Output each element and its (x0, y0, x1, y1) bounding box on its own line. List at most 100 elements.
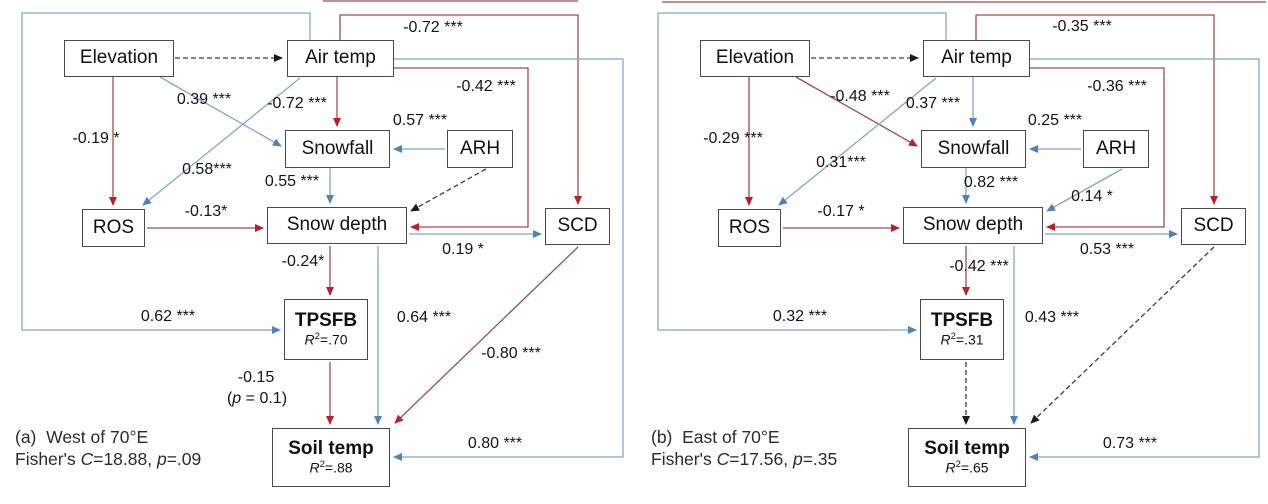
node-label: ARH (459, 137, 501, 159)
text-part: p (792, 448, 803, 469)
text-part: = 0.1) (241, 390, 288, 407)
node-label: Air temp (305, 47, 376, 69)
edge-label-tpsfb_soiltemp-a: -0.15 (237, 369, 275, 386)
edge-label-snowdepth_soiltemp-a: 0.64 *** (396, 309, 452, 326)
edge-air_soiltemp-b (1029, 58, 1260, 461)
edge-label-elev_snowfall-b: -0.48 *** (830, 88, 890, 105)
edge-label-snowdepth_scd-a: 0.19 * (442, 241, 484, 258)
edge-label-air_snowfall-b: 0.37 *** (905, 95, 961, 112)
edge-label-arh_snowdepth-b: 0.14 * (1071, 188, 1113, 205)
edge-label-arh_snowfall-a: 0.57 *** (392, 112, 448, 129)
node-label: ROS (92, 216, 135, 238)
text-part: C (80, 448, 94, 469)
edge-label-elev_ros-b: -0.29 *** (703, 130, 763, 147)
text-part: =.35 (802, 448, 838, 469)
text-part: 2 (950, 331, 956, 343)
node-label: Snow depth (286, 214, 388, 236)
text-part: 2 (319, 459, 325, 471)
edge-arh_snowdepth-b (1046, 168, 1123, 212)
node-snowdepth-a: Snow depth (267, 207, 407, 244)
node-snowfall-b: Snowfall (921, 130, 1026, 168)
text-part: R (309, 460, 320, 477)
node-scd-a: SCD (545, 208, 610, 245)
node-ros-b: ROS (718, 209, 781, 247)
node-label: Elevation (79, 47, 159, 69)
r-squared-value: R2=.65 (945, 460, 988, 476)
edge-label-elev_ros-a: -0.19 * (72, 130, 120, 147)
edge-label-snowdepth_tpsfb-a: -0.24* (281, 253, 325, 270)
node-soiltemp-a: Soil temp R2=.88 (272, 428, 390, 487)
fisher-statistic-a: Fisher's C=18.88, p=.09 (15, 449, 201, 471)
text-part: p (156, 448, 167, 469)
node-arh-a: ARH (447, 130, 513, 168)
text-part: 2 (314, 331, 320, 343)
edge-air_snowdepth-a (394, 67, 529, 231)
text-part: =18.88, (93, 448, 157, 469)
panel-caption-b: (b) East of 70°E Fisher's C=17.56, p=.35 (651, 427, 837, 471)
panel-title-a: (a) West of 70°E (15, 427, 149, 447)
node-label: ROS (728, 216, 771, 238)
edge-label-elev_snowfall-a: 0.39 *** (176, 91, 232, 108)
node-label: TPSFB (294, 309, 358, 331)
node-ros-a: ROS (82, 209, 145, 247)
edge-label-air_tpsfb-a: 0.62 *** (140, 308, 196, 325)
r-squared-value: R2=.70 (304, 332, 347, 348)
edge-label-air_ros-a: 0.58*** (182, 161, 232, 178)
node-tpsfb-b: TPSFB R2=.31 (920, 299, 1004, 360)
edge-air_tpsfb-a (21, 12, 311, 334)
node-snowfall-a: Snowfall (285, 130, 390, 168)
node-label: SCD (1193, 215, 1234, 237)
text-part: R (945, 460, 956, 477)
edge-air_scd-a (339, 14, 582, 205)
text-part: =.09 (166, 448, 202, 469)
edge-air_scd-b (975, 14, 1218, 205)
node-label: TPSFB (930, 309, 994, 331)
text-part: Fisher's (651, 448, 717, 469)
edge-scd_soiltemp-a (394, 246, 579, 424)
node-label: Soil temp (288, 437, 374, 459)
edge-arh_snowdepth-a (410, 168, 487, 212)
node-label: Elevation (715, 47, 795, 69)
text-part: p (232, 390, 242, 407)
edge-label-air_soiltemp-a: 0.80 *** (467, 435, 523, 452)
edge-sublabel-tpsfb_soiltemp-a: (p = 0.1) (227, 391, 287, 407)
edge-elev_snowfall-b (795, 76, 918, 147)
node-label: Air temp (941, 47, 1012, 69)
r-squared-value: R2=.88 (309, 460, 352, 476)
edge-label-air_scd-a: -0.72 *** (403, 19, 463, 36)
node-airtemp-a: Air temp (287, 40, 394, 77)
edge-label-snowdepth_scd-b: 0.53 *** (1079, 241, 1135, 258)
edge-label-snowfall_snowdepth-b: 0.82 *** (963, 174, 1019, 191)
edge-label-arh_snowfall-b: 0.25 *** (1027, 112, 1083, 129)
edge-label-air_soiltemp-b: 0.73 *** (1102, 435, 1158, 452)
edge-label-scd_soiltemp-a: -0.80 *** (481, 345, 541, 362)
panel-title-b: (b) East of 70°E (651, 427, 780, 447)
edge-label-air_snowfall-a: -0.72 *** (267, 95, 327, 112)
r-squared-value: R2=.31 (940, 332, 983, 348)
node-elevation-b: Elevation (700, 40, 810, 77)
text-part: =.70 (319, 332, 348, 349)
node-arh-b: ARH (1083, 130, 1149, 168)
edge-air_snowdepth-b (1030, 67, 1165, 231)
node-label: SCD (557, 215, 598, 237)
node-label: Snowfall (937, 137, 1010, 159)
node-airtemp-b: Air temp (923, 40, 1030, 77)
edge-label-ros_snowdepth-a: -0.13* (184, 203, 228, 220)
node-tpsfb-a: TPSFB R2=.70 (284, 299, 368, 360)
edge-air_ros-b (778, 77, 937, 206)
node-label: ARH (1095, 137, 1137, 159)
node-elevation-a: Elevation (64, 40, 174, 77)
text-part: R (304, 332, 315, 349)
text-part: R (940, 332, 951, 349)
text-part: =17.56, (729, 448, 793, 469)
edge-air_soiltemp-a (393, 58, 624, 461)
node-label: Soil temp (924, 437, 1010, 459)
edge-label-air_scd-b: -0.35 *** (1052, 18, 1112, 35)
edge-air_ros-a (142, 77, 301, 206)
edge-label-ros_snowdepth-b: -0.17 * (817, 203, 865, 220)
edge-label-snowdepth_soiltemp-b: 0.43 *** (1024, 309, 1080, 326)
edge-label-snowdepth_tpsfb-b: -0.42 *** (949, 258, 1009, 275)
node-scd-b: SCD (1181, 208, 1246, 245)
